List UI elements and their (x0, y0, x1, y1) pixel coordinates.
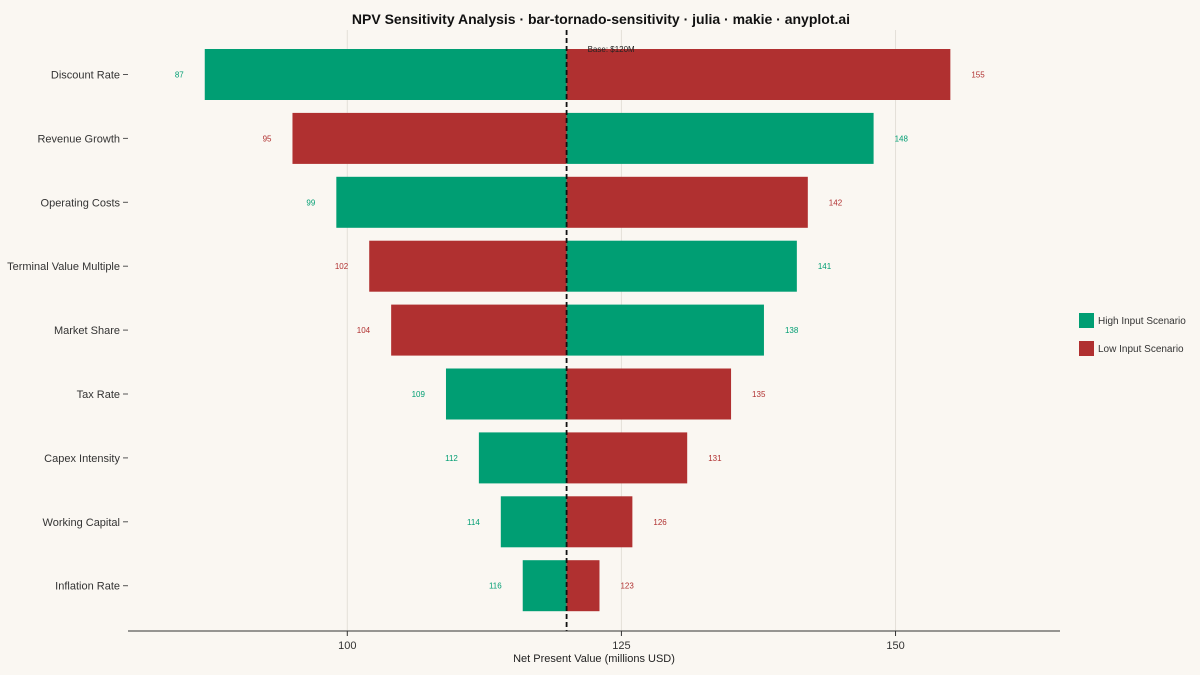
value-label-low-discount-rate: 155 (971, 71, 985, 80)
value-label-low-working-capital: 126 (653, 518, 667, 527)
value-label-high-terminal-value-multiple: 141 (818, 262, 832, 271)
category-label: Inflation Rate (55, 581, 120, 593)
category-label: Terminal Value Multiple (7, 261, 120, 273)
x-tick-label: 125 (612, 640, 630, 652)
bar-low-inflation-rate (566, 560, 600, 612)
bar-high-tax-rate (445, 368, 567, 420)
value-label-low-tax-rate: 135 (752, 390, 766, 399)
bar-low-working-capital (566, 496, 633, 548)
legend-label-low: Low Input Scenario (1098, 344, 1184, 355)
value-label-low-revenue-growth: 95 (263, 134, 272, 143)
category-label: Capex Intensity (44, 453, 120, 465)
chart-title: NPV Sensitivity Analysis · bar-tornado-s… (352, 11, 850, 27)
bars (204, 49, 951, 612)
value-label-high-tax-rate: 109 (412, 390, 426, 399)
category-label: Tax Rate (77, 389, 120, 401)
legend-swatch-high (1079, 313, 1094, 328)
value-label-low-terminal-value-multiple: 102 (335, 262, 349, 271)
category-label: Operating Costs (41, 197, 121, 209)
base-reference-label: Base: $120M (588, 45, 635, 54)
bar-low-capex-intensity (566, 432, 688, 484)
bar-low-revenue-growth (292, 112, 567, 164)
bar-high-capex-intensity (478, 432, 567, 484)
bar-high-market-share (566, 304, 764, 356)
category-label: Working Capital (43, 517, 120, 529)
base-reference: Base: $120M (565, 30, 635, 631)
x-tick-label: 150 (886, 640, 904, 652)
category-label: Market Share (54, 325, 120, 337)
value-labels: 87 155 148 95 99 142 141 102 138 104 109 135 112 131 1… (175, 71, 985, 591)
value-label-low-inflation-rate: 123 (620, 582, 634, 591)
legend: High Input Scenario Low Input Scenario (1079, 313, 1186, 356)
value-label-high-discount-rate: 87 (175, 71, 184, 80)
bar-low-tax-rate (566, 368, 732, 420)
value-label-high-working-capital: 114 (467, 518, 480, 527)
bar-high-operating-costs (336, 176, 567, 228)
legend-swatch-low (1079, 341, 1094, 356)
value-label-high-inflation-rate: 116 (489, 582, 502, 591)
x-axis-title: Net Present Value (millions USD) (513, 653, 675, 665)
x-axis: 100 125 150 (128, 630, 1060, 652)
category-label: Revenue Growth (37, 133, 120, 145)
legend-label-high: High Input Scenario (1098, 316, 1186, 327)
value-label-low-capex-intensity: 131 (708, 454, 722, 463)
bar-low-operating-costs (566, 176, 808, 228)
bar-high-terminal-value-multiple (566, 240, 797, 292)
value-label-high-revenue-growth: 148 (895, 134, 909, 143)
x-tick-label: 100 (338, 640, 356, 652)
bar-high-inflation-rate (522, 560, 567, 612)
value-label-high-market-share: 138 (785, 326, 799, 335)
bar-high-revenue-growth (566, 112, 874, 164)
bar-low-discount-rate (566, 49, 951, 100)
category-label: Discount Rate (51, 70, 120, 82)
value-label-low-operating-costs: 142 (829, 198, 843, 207)
value-label-high-capex-intensity: 112 (445, 454, 458, 463)
value-label-low-market-share: 104 (357, 326, 371, 335)
bar-high-discount-rate (204, 49, 567, 100)
value-label-high-operating-costs: 99 (306, 198, 315, 207)
bar-high-working-capital (500, 496, 567, 548)
bar-low-terminal-value-multiple (369, 240, 567, 292)
category-axis: Discount Rate Revenue Growth Operating Cos… (7, 70, 128, 593)
bar-low-market-share (391, 304, 567, 356)
